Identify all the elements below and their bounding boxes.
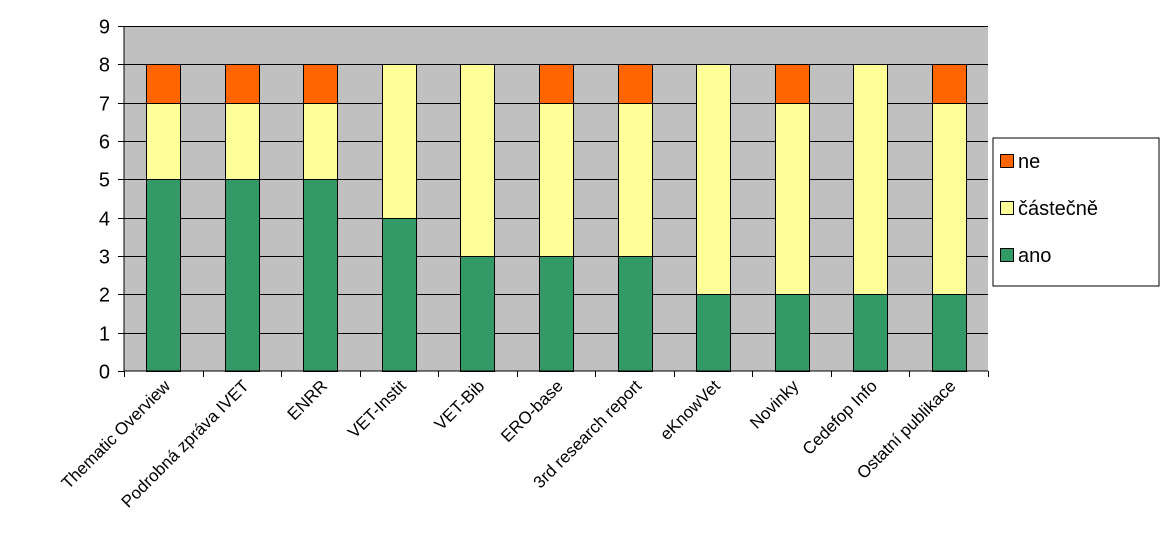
bar-segment-ano <box>382 218 417 372</box>
bar-segment-ne <box>775 64 810 104</box>
y-tick-label: 4 <box>99 209 110 231</box>
x-tick-label: VET-Bib <box>431 376 489 434</box>
bar-segment-ano <box>303 179 338 372</box>
y-tick-label: 1 <box>99 324 110 346</box>
bar-segment-částečně <box>696 64 731 295</box>
legend-swatch-ano <box>1000 248 1014 262</box>
y-tick-label: 7 <box>99 94 110 116</box>
axes <box>123 26 988 372</box>
x-tick-label: eKnowVet <box>656 376 724 444</box>
legend-swatch-ne <box>1000 154 1014 168</box>
bar-segment-částečně <box>146 103 181 180</box>
bar-segment-částečně <box>618 103 653 257</box>
legend-label: ano <box>1018 245 1051 267</box>
y-tick-label: 3 <box>99 247 110 269</box>
bar-segment-ano <box>696 294 731 372</box>
bar-segment-ano <box>460 256 495 372</box>
bar-segment-částečně <box>853 64 888 295</box>
x-tick-label: Cedefop Info <box>799 376 881 458</box>
bar-segment-ano <box>775 294 810 372</box>
legend-label: částečně <box>1018 198 1098 220</box>
x-tick-label: VET-Instit <box>344 376 410 442</box>
bar-segment-ano <box>853 294 888 372</box>
bar-segment-ano <box>539 256 574 372</box>
bar-segment-ne <box>146 64 181 104</box>
legend-swatch-částečně <box>1000 201 1014 215</box>
bar-segment-ne <box>303 64 338 104</box>
bar-segment-ano <box>225 179 260 372</box>
bar-segment-částečně <box>539 103 574 257</box>
bar-segment-ne <box>225 64 260 104</box>
bar-segment-částečně <box>303 103 338 180</box>
bar-segment-ne <box>618 64 653 104</box>
bars <box>146 64 967 372</box>
x-tick-label: Podrobná zpráva IVET <box>118 376 253 511</box>
bar-segment-částečně <box>225 103 260 180</box>
bar-segment-částečně <box>775 103 810 295</box>
y-axis-ticks: 0 1 2 3 4 5 6 7 8 9 <box>99 17 124 384</box>
bar-segment-částečně <box>382 64 417 219</box>
bar-segment-ano <box>932 294 967 372</box>
bar-segment-ne <box>539 64 574 104</box>
y-tick-label: 6 <box>99 132 110 154</box>
x-tick-label: Novinky <box>746 376 803 433</box>
x-tick-label: ERO-base <box>497 376 567 446</box>
y-tick-label: 9 <box>99 17 110 39</box>
y-tick-label: 5 <box>99 170 110 192</box>
legend: ne částečně ano <box>992 137 1160 287</box>
bar-segment-ano <box>618 256 653 372</box>
bar-segment-ne <box>932 64 967 104</box>
legend-label: ne <box>1018 151 1040 173</box>
x-tick-label: ENRR <box>284 376 331 423</box>
bar-segment-částečně <box>932 103 967 295</box>
bar-segment-částečně <box>460 64 495 257</box>
y-tick-label: 8 <box>99 55 110 77</box>
y-tick-label: 0 <box>99 362 110 384</box>
bar-segment-ano <box>146 179 181 372</box>
y-tick-label: 2 <box>99 285 110 307</box>
legend-box <box>992 137 1160 287</box>
